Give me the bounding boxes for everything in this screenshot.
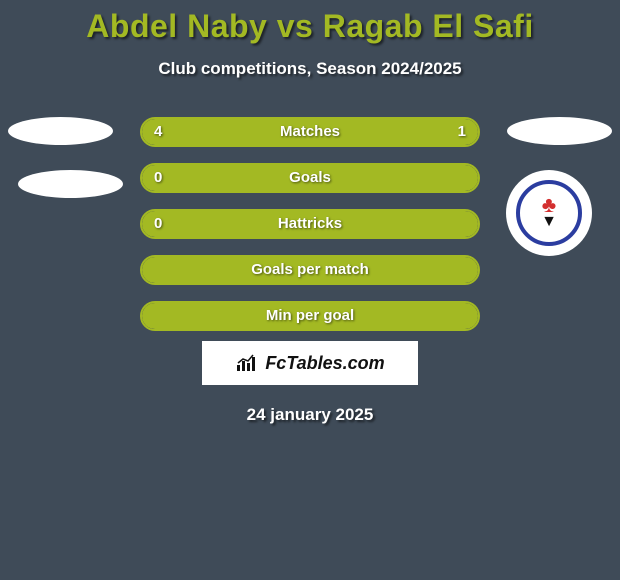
stat-label: Min per goal: [142, 303, 478, 329]
page-title: Abdel Naby vs Ragab El Safi: [0, 0, 620, 45]
club-logo-ring: ♣ ▼: [516, 180, 582, 246]
stat-value-left: 4: [154, 119, 162, 145]
player-right-club-logo: ♣ ▼: [506, 170, 592, 256]
brand-box[interactable]: FcTables.com: [202, 341, 418, 385]
stat-row: Goals0: [140, 163, 480, 193]
stat-label: Goals: [142, 165, 478, 191]
stat-row: Hattricks0: [140, 209, 480, 239]
player-right-logo-ellipse: [507, 117, 612, 145]
stat-row: Matches4 1: [140, 117, 480, 147]
stat-row: Min per goal: [140, 301, 480, 331]
page-subtitle: Club competitions, Season 2024/2025: [0, 59, 620, 79]
stat-label: Matches: [142, 119, 478, 145]
stat-label: Hattricks: [142, 211, 478, 237]
stat-value-right: 1: [458, 119, 466, 145]
brand-text: FcTables.com: [265, 353, 384, 374]
torch-icon: ♣ ▼: [541, 196, 557, 231]
stat-row: Goals per match: [140, 255, 480, 285]
bars-container: Matches41Goals0Hattricks0Goals per match…: [140, 117, 480, 347]
comparison-chart: ♣ ▼ Matches41Goals0Hattricks0Goals per m…: [0, 117, 620, 327]
player-left-logo-ellipse: [8, 117, 113, 145]
stat-label: Goals per match: [142, 257, 478, 283]
footer-date: 24 january 2025: [0, 405, 620, 425]
stat-value-left: 0: [154, 165, 162, 191]
player-left-club-ellipse: [18, 170, 123, 198]
stat-value-left: 0: [154, 211, 162, 237]
brand-chart-icon: [235, 353, 259, 373]
